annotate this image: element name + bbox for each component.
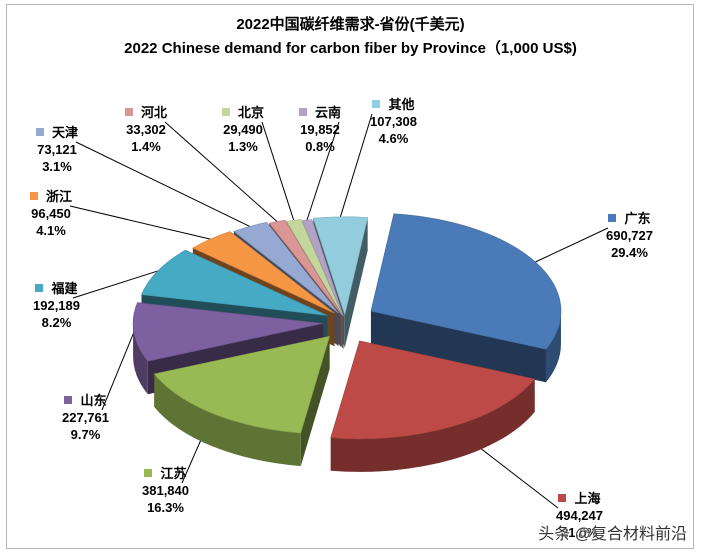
slice-name: 广东 bbox=[624, 211, 651, 226]
slice-name: 其他 bbox=[388, 97, 415, 112]
slice-side bbox=[133, 323, 148, 395]
slice-percent: 4.1% bbox=[36, 223, 66, 238]
slice-value: 73,121 bbox=[37, 142, 77, 157]
legend-swatch bbox=[558, 494, 567, 502]
slice-top bbox=[233, 222, 339, 314]
slice-label: 云南 19,852 0.8% bbox=[299, 104, 341, 155]
slice-name: 云南 bbox=[315, 105, 342, 120]
slice-label: 天津 73,121 3.1% bbox=[36, 124, 78, 175]
slice-side bbox=[545, 311, 561, 383]
slice-name: 福建 bbox=[51, 281, 78, 296]
slice-label: 广东 690,727 29.4% bbox=[606, 210, 653, 261]
slice-label: 北京 29,490 1.3% bbox=[222, 104, 264, 155]
leader-line bbox=[75, 141, 250, 227]
leader-line bbox=[101, 332, 135, 411]
slice-name: 北京 bbox=[238, 105, 265, 120]
slice-value: 494,247 bbox=[556, 508, 603, 523]
leader-line bbox=[535, 227, 609, 263]
leader-line bbox=[306, 121, 340, 221]
slice-name: 江苏 bbox=[160, 466, 187, 481]
slice-value: 29,490 bbox=[223, 122, 263, 137]
slice-label: 江苏 381,840 16.3% bbox=[142, 465, 189, 516]
slice-percent: 0.8% bbox=[305, 139, 335, 154]
slice-value: 19,852 bbox=[300, 122, 340, 137]
slice-top bbox=[301, 219, 344, 317]
slice-top bbox=[370, 213, 562, 350]
slice-label: 福建 192,189 8.2% bbox=[33, 280, 80, 331]
slice-top bbox=[192, 231, 335, 314]
leader-line bbox=[261, 121, 295, 221]
slice-value: 107,308 bbox=[370, 114, 417, 129]
chart-subtitle: 2022 Chinese demand for carbon fiber by … bbox=[124, 40, 577, 57]
slice-percent: 16.3% bbox=[147, 500, 184, 515]
slice-percent: 3.1% bbox=[42, 159, 72, 174]
slice-label: 其他 107,308 4.6% bbox=[370, 96, 417, 147]
slice-top bbox=[312, 216, 369, 316]
legend-swatch bbox=[222, 108, 230, 116]
slice-name: 天津 bbox=[52, 125, 79, 140]
legend-swatch bbox=[36, 128, 44, 136]
leader-line bbox=[72, 270, 159, 299]
slice-percent: 21.0% bbox=[561, 525, 598, 540]
slice-label: 浙江 96,450 4.1% bbox=[30, 188, 72, 239]
slice-value: 227,761 bbox=[62, 410, 109, 425]
slice-value: 381,840 bbox=[142, 483, 189, 498]
slice-top bbox=[286, 219, 343, 316]
leader-line bbox=[339, 113, 373, 217]
slice-name: 河北 bbox=[141, 105, 168, 120]
slice-percent: 9.7% bbox=[70, 427, 101, 442]
slice-percent: 4.6% bbox=[378, 131, 409, 146]
legend-swatch bbox=[372, 100, 381, 108]
slice-percent: 8.2% bbox=[41, 315, 72, 330]
pie-slice-2 bbox=[153, 335, 331, 467]
slice-value: 96,450 bbox=[31, 206, 71, 221]
legend-swatch bbox=[30, 192, 38, 200]
slice-name: 上海 bbox=[574, 491, 601, 506]
pie-slice-1 bbox=[330, 340, 536, 472]
slice-top bbox=[132, 302, 324, 362]
slice-name: 山东 bbox=[80, 393, 107, 408]
legend-swatch bbox=[125, 108, 133, 116]
slice-side bbox=[154, 374, 301, 467]
slice-value: 33,302 bbox=[126, 122, 166, 137]
slice-value: 690,727 bbox=[606, 228, 653, 243]
slice-percent: 29.4% bbox=[611, 245, 648, 260]
slice-percent: 1.4% bbox=[131, 139, 161, 154]
slice-wall bbox=[370, 311, 546, 383]
leader-line bbox=[164, 121, 278, 222]
slice-wall bbox=[344, 217, 368, 348]
slice-label: 上海 494,247 21.0% bbox=[556, 490, 603, 541]
slice-value: 192,189 bbox=[33, 298, 80, 313]
slice-top bbox=[153, 335, 331, 434]
leader-line bbox=[69, 205, 211, 240]
chart-title: 2022中国碳纤维需求-省份(千美元) bbox=[236, 16, 465, 33]
slice-percent: 1.3% bbox=[228, 139, 258, 154]
legend-swatch bbox=[608, 214, 617, 222]
slice-name: 浙江 bbox=[46, 189, 73, 204]
slice-top bbox=[330, 340, 536, 440]
chart-frame bbox=[6, 4, 694, 549]
slice-top bbox=[268, 219, 342, 315]
slice-top bbox=[141, 249, 328, 316]
legend-swatch bbox=[299, 108, 307, 116]
legend-swatch bbox=[144, 469, 153, 477]
pie-slices bbox=[132, 213, 562, 472]
leader-lines bbox=[69, 113, 609, 509]
slice-side bbox=[330, 379, 535, 472]
legend-swatch bbox=[64, 396, 73, 404]
legend-swatch bbox=[35, 284, 44, 292]
watermark: 头条 @复合材料前沿 bbox=[538, 526, 687, 543]
slice-label: 河北 33,302 1.4% bbox=[125, 104, 167, 155]
pie-slice-0 bbox=[370, 213, 562, 383]
slice-label: 山东 227,761 9.7% bbox=[62, 392, 109, 443]
